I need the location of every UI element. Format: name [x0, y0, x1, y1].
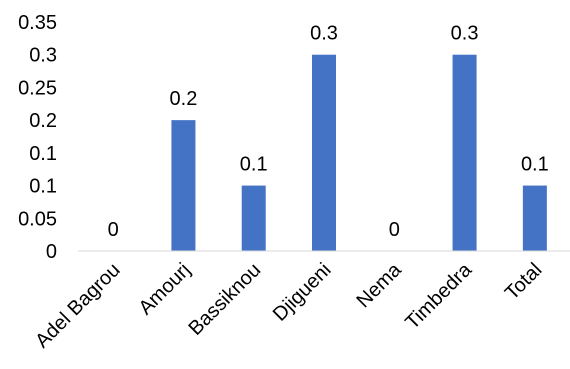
x-category-label: Adel Bagrou [31, 259, 124, 352]
y-tick-label: 0.2 [29, 110, 57, 132]
x-category-label: Amourj [135, 259, 195, 319]
y-tick-label: 0.1 [29, 176, 57, 198]
x-category-label: Timbedra [401, 258, 476, 333]
bar [171, 120, 196, 252]
data-label: 0.3 [451, 23, 479, 45]
data-label: 0.1 [240, 154, 268, 176]
bar [452, 54, 477, 251]
data-label: 0.1 [521, 154, 549, 176]
y-tick-label: 0.3 [29, 45, 57, 67]
y-tick-label: 0.25 [18, 77, 57, 99]
bars [171, 54, 547, 252]
x-category-label: Djigueni [269, 259, 336, 326]
data-label: 0.2 [170, 88, 198, 110]
y-tick-label: 0 [46, 241, 57, 263]
data-labels: 0 0.2 0.1 0.3 0 0.3 0.1 [108, 23, 549, 241]
y-axis-ticks: 0 0.05 0.1 0.1 0.2 0.25 0.3 0.35 [18, 12, 57, 263]
bar [241, 185, 266, 251]
data-label: 0 [389, 219, 400, 241]
data-label: 0 [108, 219, 119, 241]
bar [522, 185, 547, 251]
y-tick-label: 0.35 [18, 12, 57, 34]
x-category-label: Total [501, 259, 546, 304]
x-category-label: Nema [353, 258, 407, 312]
y-tick-label: 0.05 [18, 208, 57, 230]
x-category-label: Bassiknou [184, 259, 265, 340]
bar [312, 54, 336, 251]
y-tick-label: 0.1 [29, 143, 57, 165]
data-label: 0.3 [310, 23, 338, 45]
